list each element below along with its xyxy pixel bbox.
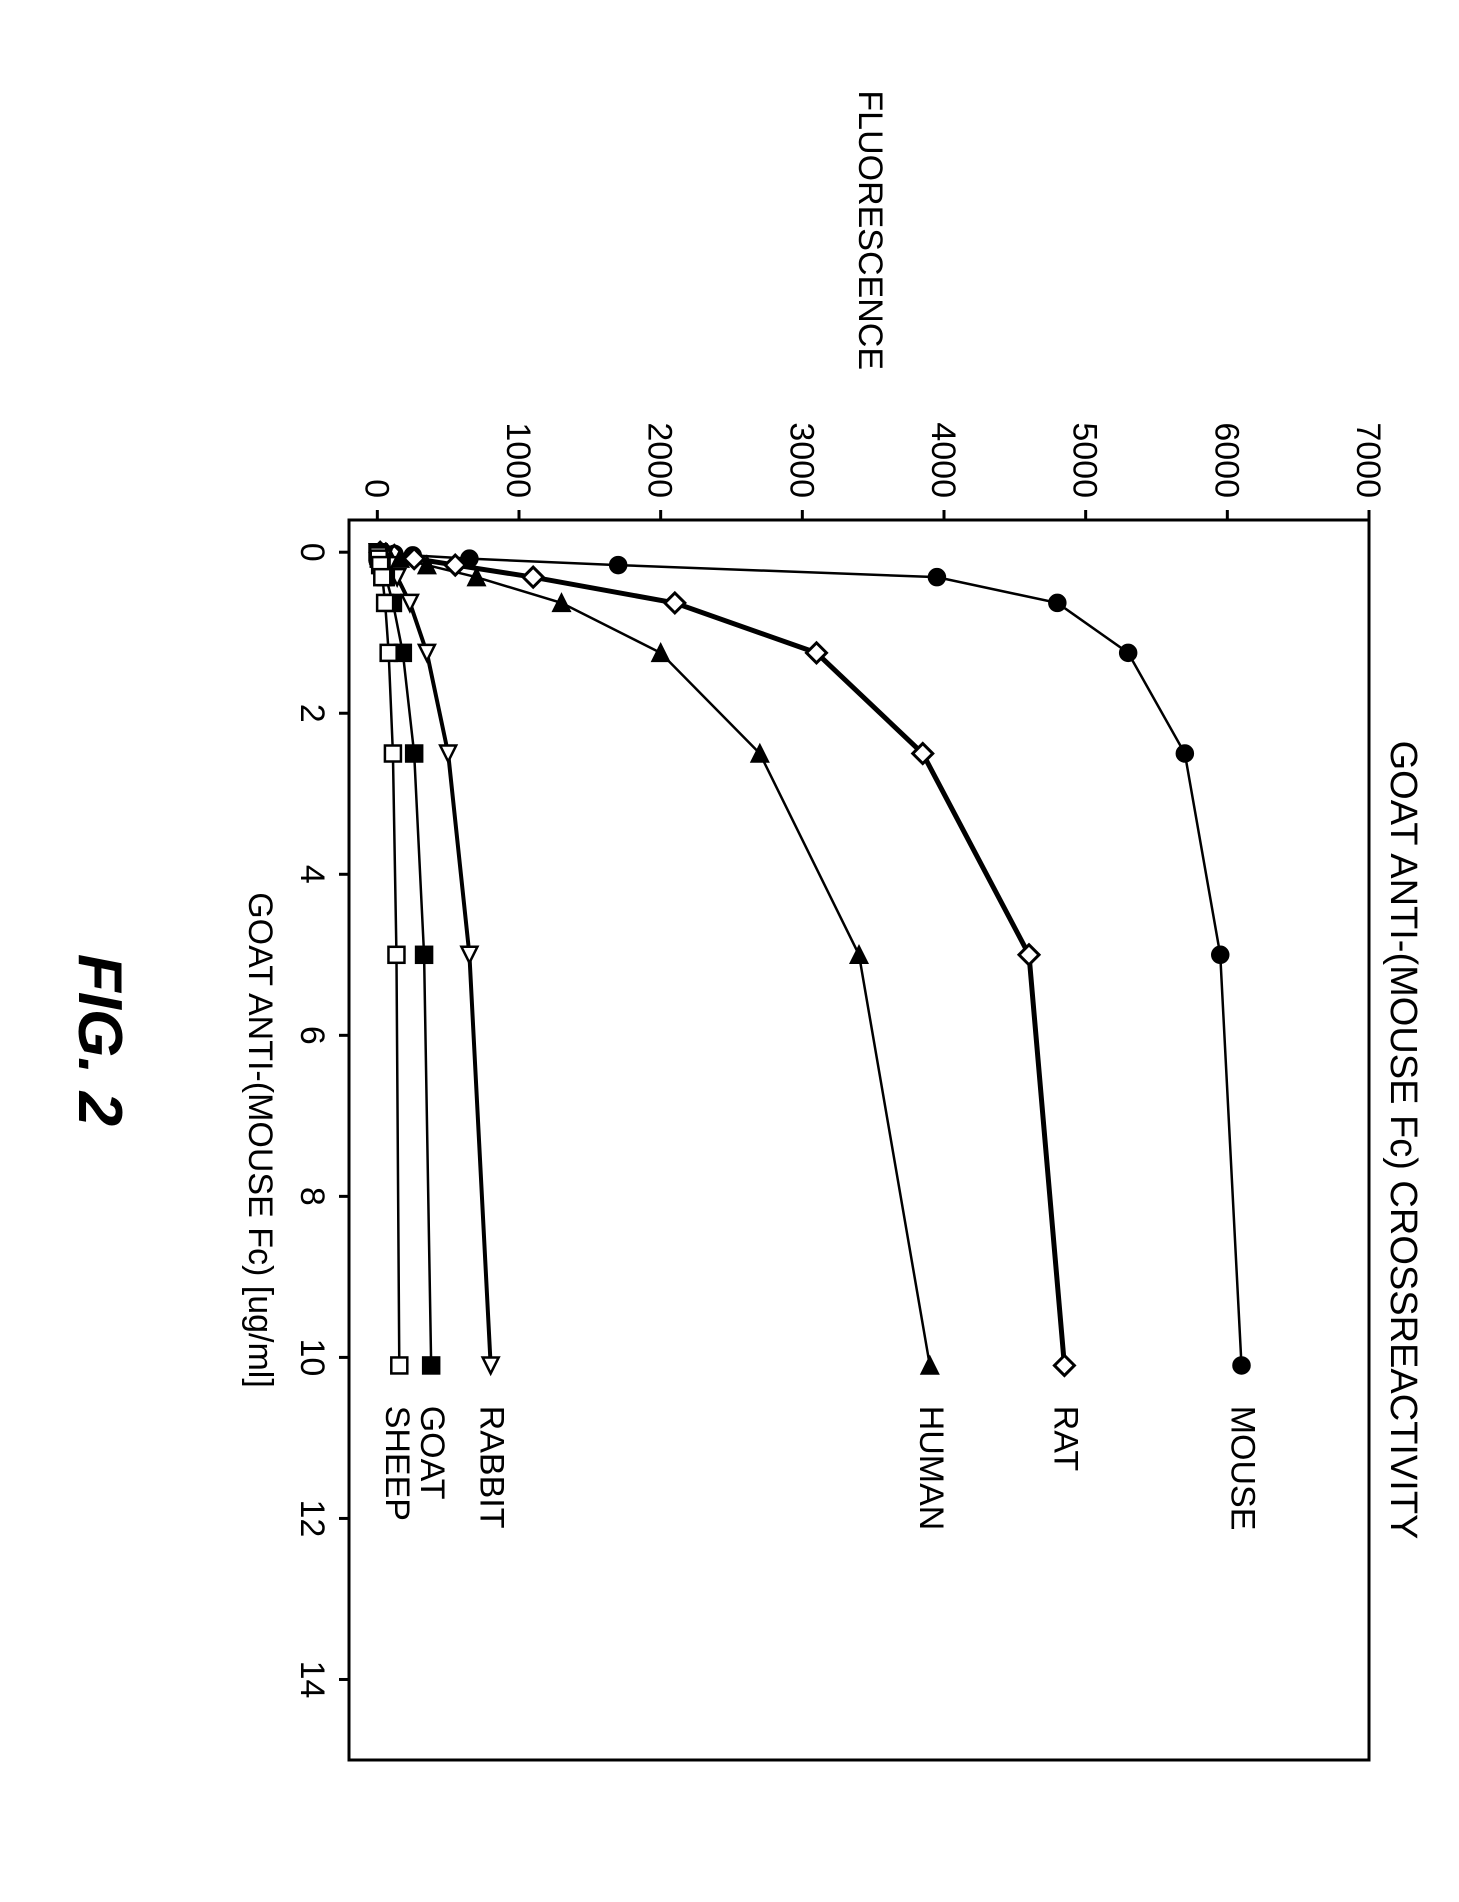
y-axis-label: FLUORESCENCE	[851, 90, 889, 370]
y-tick-label: 5000	[1066, 422, 1104, 498]
x-tick-label: 4	[293, 865, 331, 884]
y-tick-label: 2000	[641, 422, 679, 498]
data-marker	[385, 746, 401, 762]
x-tick-label: 14	[293, 1661, 331, 1699]
series-label-goat: GOAT	[413, 1406, 451, 1500]
x-tick-label: 0	[293, 543, 331, 562]
data-marker	[610, 557, 626, 573]
series-label-rabbit: RABBIT	[473, 1406, 511, 1529]
data-marker	[406, 746, 422, 762]
y-tick-label: 4000	[924, 422, 962, 498]
data-marker	[381, 645, 397, 661]
x-tick-label: 12	[293, 1500, 331, 1538]
series-label-mouse: MOUSE	[1224, 1406, 1262, 1531]
data-marker	[423, 1357, 439, 1373]
data-marker	[929, 569, 945, 585]
data-marker	[374, 569, 390, 585]
series-label-human: HUMAN	[912, 1406, 950, 1531]
y-tick-label: 6000	[1207, 422, 1245, 498]
x-tick-label: 2	[293, 704, 331, 723]
data-marker	[388, 947, 404, 963]
figure-caption: FIG. 2	[65, 954, 134, 1126]
series-label-sheep: SHEEP	[378, 1406, 416, 1521]
x-tick-label: 10	[293, 1338, 331, 1376]
x-tick-label: 6	[293, 1026, 331, 1045]
data-marker	[416, 947, 432, 963]
chart-title: GOAT ANTI-(MOUSE Fc) CROSSREACTIVITY	[1382, 741, 1424, 1540]
series-label-rat: RAT	[1046, 1406, 1084, 1471]
y-tick-label: 3000	[782, 422, 820, 498]
y-tick-label: 1000	[499, 422, 537, 498]
figure-container: GOAT ANTI-(MOUSE Fc) CROSSREACTIVITY0100…	[0, 0, 1459, 1902]
data-marker	[1049, 595, 1065, 611]
data-marker	[391, 1357, 407, 1373]
y-tick-label: 7000	[1349, 422, 1387, 498]
data-marker	[1212, 947, 1228, 963]
crossreactivity-chart: GOAT ANTI-(MOUSE Fc) CROSSREACTIVITY0100…	[0, 0, 1459, 1902]
data-marker	[1234, 1357, 1250, 1373]
data-marker	[1177, 746, 1193, 762]
data-marker	[1120, 645, 1136, 661]
x-axis-label: GOAT ANTI-(MOUSE Fc) [ug/ml]	[241, 892, 279, 1388]
plot-area	[349, 520, 1369, 1760]
data-marker	[377, 595, 393, 611]
x-tick-label: 8	[293, 1187, 331, 1206]
y-tick-label: 0	[357, 479, 395, 498]
